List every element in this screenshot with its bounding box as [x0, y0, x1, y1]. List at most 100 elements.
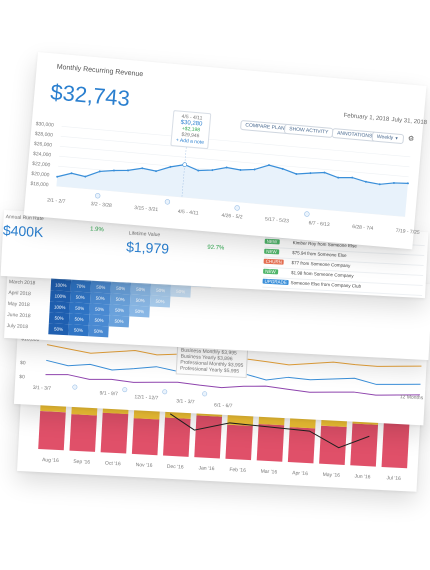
feed-tag: CHURN	[263, 258, 285, 265]
gridline	[59, 145, 409, 178]
stacked-bar-segment	[38, 411, 66, 451]
x-tick: 6/1 - 6/7	[213, 402, 233, 410]
mrr-data-point	[309, 172, 312, 175]
mrr-data-point	[84, 175, 87, 178]
annotation-marker	[202, 391, 208, 397]
bar-category-label: Mar '16	[261, 469, 278, 476]
arr-change: 1.9%	[89, 226, 104, 234]
range-label: 12 Months	[399, 394, 424, 402]
bar-category-label: Oct '16	[105, 460, 121, 467]
mrr-data-point	[268, 164, 271, 167]
bar-category-label: Apr '16	[292, 470, 308, 477]
stacked-bar-segment	[194, 415, 223, 459]
cohort-month-label: June 2018	[7, 312, 31, 320]
mrr-data-point	[112, 169, 115, 172]
stacked-bar-segment	[256, 423, 285, 462]
mrr-data-point	[295, 172, 298, 175]
annotation-marker	[304, 211, 310, 217]
mrr-data-point	[378, 183, 381, 186]
cohort-cell: 50%	[149, 295, 171, 308]
cohort-cell: 50%	[129, 305, 150, 318]
gridline	[61, 126, 411, 158]
stacked-bar-segment	[350, 423, 379, 467]
mrr-data-point	[392, 181, 395, 184]
stacked-bar-segment	[381, 421, 410, 469]
annotation-marker	[162, 389, 168, 395]
arr-value: $400K	[2, 221, 44, 241]
cohort-month-label: July 2018	[6, 323, 29, 331]
stacked-bar-segment	[69, 414, 97, 452]
stacked-bar-segment	[319, 425, 347, 466]
stacked-bar-segment	[163, 417, 191, 457]
bar-category-label: Aug '16	[42, 457, 59, 464]
bar-category-label: Feb '16	[229, 467, 246, 474]
ltv-label: Lifetime Value	[128, 230, 161, 239]
add-note-link[interactable]: + Add a note	[175, 137, 205, 146]
mrr-data-point	[56, 175, 59, 178]
mrr-series-line	[57, 163, 408, 185]
stacked-bar-segment	[100, 412, 129, 454]
feed-tag: NEW	[264, 248, 279, 255]
feed-text: $1.98 from Someone Company	[290, 270, 354, 279]
ltv-change: 92.7%	[207, 244, 225, 252]
mrr-data-point	[155, 170, 158, 173]
x-tick: 3/1 - 3/7	[176, 398, 195, 406]
mrr-data-point	[239, 168, 242, 171]
cohort-cell: 50%	[68, 324, 89, 337]
x-tick: 9/1 - 9/7	[99, 390, 119, 398]
x-tick: 12/1 - 12/7	[134, 394, 159, 402]
layer-mrr: Monthly Recurring Revenue $32,743 Februa…	[23, 52, 427, 250]
feed-text: $75.94 from Someone Else	[292, 250, 347, 258]
mrr-data-point	[406, 182, 409, 185]
annotation-marker	[95, 193, 101, 199]
mrr-area	[56, 164, 408, 217]
mrr-data-point	[323, 171, 326, 174]
cohort-cell: 50%	[48, 323, 69, 336]
cohort-cell: 50%	[170, 285, 191, 298]
trend-line	[169, 413, 370, 449]
feed-tag: UPGRADE	[262, 278, 289, 286]
x-tick: 3/1 - 3/7	[32, 384, 52, 392]
plan-series-line	[45, 374, 420, 396]
cohort-month-label: April 2018	[8, 290, 32, 298]
bar-category-label: Nov '16	[136, 462, 153, 469]
mrr-data-point	[127, 169, 130, 172]
annotation-marker	[122, 387, 128, 393]
cohort-cell: 50%	[88, 325, 109, 338]
mrr-data-point	[70, 172, 73, 175]
bar-category-label: Jun '16	[354, 474, 370, 481]
mrr-line-chart	[56, 126, 411, 217]
mrr-data-point	[211, 169, 214, 172]
bar-category-label: Sep '16	[73, 459, 90, 466]
mrr-data-point	[253, 168, 256, 171]
layer-plan-lines: $10,000 $0 $0 Business Monthly $3,995 Bu…	[13, 326, 428, 426]
gridline	[60, 136, 410, 168]
mrr-data-point	[351, 176, 354, 179]
feed-text: Someone Else from Company Club	[290, 280, 362, 289]
bar-category-label: May '16	[323, 472, 341, 479]
mrr-data-point	[225, 166, 228, 169]
feed-tag: NEW	[264, 238, 280, 245]
mrr-data-point	[281, 167, 284, 170]
mrr-data-point	[364, 180, 367, 183]
stacked-bar-segment	[287, 427, 316, 464]
stacked-bar-segment	[225, 424, 253, 461]
stacked-bar-segment	[131, 418, 160, 456]
cohort-cell: 50%	[108, 315, 130, 328]
ltv-value: $1,979	[125, 238, 170, 257]
cohort-month-label: May 2018	[7, 301, 30, 309]
bar-category-label: Jul '16	[386, 475, 401, 482]
feed-tag: NEW	[263, 268, 278, 275]
mrr-data-point	[98, 170, 101, 173]
annotation-marker	[164, 199, 171, 205]
mrr-data-point	[337, 176, 340, 179]
mrr-data-point	[182, 162, 188, 167]
feed-text: $77 from Someone Company	[291, 260, 351, 269]
annotation-marker	[72, 384, 78, 390]
bar-category-label: Dec '16	[167, 464, 184, 471]
mrr-data-point	[197, 169, 200, 172]
cohort-month-label: March 2018	[8, 279, 36, 287]
annotation-marker	[234, 205, 240, 211]
bar-category-label: Jan '16	[198, 465, 214, 472]
